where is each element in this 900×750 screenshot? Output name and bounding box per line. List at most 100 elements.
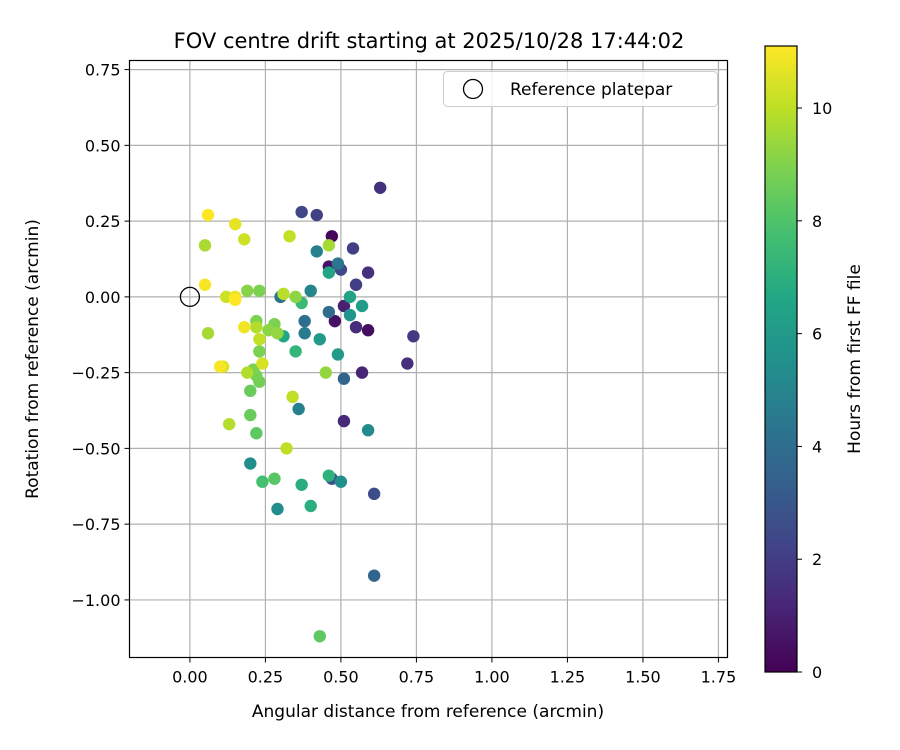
legend: Reference platepar xyxy=(443,71,718,107)
data-point xyxy=(256,475,269,488)
data-point xyxy=(346,242,360,255)
data-point xyxy=(373,181,387,194)
data-point xyxy=(244,457,257,470)
data-point xyxy=(277,287,290,301)
data-points xyxy=(179,181,420,643)
data-point xyxy=(295,478,308,491)
data-point xyxy=(322,469,336,482)
data-point xyxy=(355,299,369,313)
data-point xyxy=(349,320,363,334)
data-point xyxy=(361,424,375,437)
data-point xyxy=(304,499,317,513)
y-tick-label: 0.75 xyxy=(85,61,121,80)
colorbar-tick-label: 10 xyxy=(812,99,832,118)
y-tick-label: 0.00 xyxy=(85,288,121,307)
y-tick-label: −0.25 xyxy=(71,364,120,383)
data-point xyxy=(198,239,212,252)
data-point xyxy=(337,372,351,385)
data-point xyxy=(355,366,369,379)
legend-box xyxy=(443,71,718,107)
axis-ticks: 0.00 0.25 0.50 0.75 1.00 1.25 1.50 1.75 0.75 0.50… xyxy=(71,61,736,687)
data-point xyxy=(256,357,269,370)
data-point xyxy=(292,402,305,416)
data-point xyxy=(310,208,323,222)
data-point xyxy=(334,475,348,488)
chart-title: FOV centre drift starting at 2025/10/28 … xyxy=(174,29,685,53)
data-point xyxy=(241,366,254,379)
data-point xyxy=(295,205,308,219)
colorbar-gradient xyxy=(765,46,797,672)
data-point xyxy=(271,327,284,340)
data-point xyxy=(298,314,311,328)
data-point xyxy=(328,314,342,328)
data-point xyxy=(304,284,317,298)
colorbar-tick-label: 2 xyxy=(812,550,822,569)
data-point xyxy=(268,472,281,485)
x-tick-label: 1.00 xyxy=(474,668,510,687)
data-point xyxy=(331,348,345,361)
data-point xyxy=(198,278,212,291)
data-point xyxy=(244,408,257,422)
data-point xyxy=(289,290,302,304)
data-point xyxy=(322,239,336,252)
y-axis-label: Rotation from reference (arcmin) xyxy=(23,219,43,499)
data-point xyxy=(313,630,326,643)
data-point xyxy=(401,357,414,370)
data-point xyxy=(213,360,227,373)
x-axis-label: Angular distance from reference (arcmin) xyxy=(252,702,604,722)
x-tick-label: 0.25 xyxy=(248,668,284,687)
data-point xyxy=(322,266,336,279)
data-point xyxy=(286,390,299,404)
colorbar: 0 2 4 6 8 10 Hours from first FF file xyxy=(764,45,865,682)
data-point xyxy=(298,327,311,340)
y-tick-label: 0.25 xyxy=(85,212,121,231)
colorbar-tick-label: 0 xyxy=(812,663,822,682)
data-point xyxy=(250,320,263,334)
data-point xyxy=(241,284,254,298)
data-point xyxy=(201,327,215,340)
data-point xyxy=(367,487,381,501)
legend-label: Reference platepar xyxy=(510,80,672,100)
grid-lines xyxy=(129,60,728,658)
data-point xyxy=(238,233,251,246)
y-tick-label: −1.00 xyxy=(71,591,120,610)
colorbar-tick-label: 6 xyxy=(812,325,822,344)
x-tick-label: 0.75 xyxy=(399,668,435,687)
plot-frame xyxy=(128,59,729,659)
data-point xyxy=(250,427,263,440)
x-tick-label: 0.50 xyxy=(323,668,359,687)
data-point xyxy=(253,284,266,298)
data-point xyxy=(322,305,336,319)
y-tick-label: −0.75 xyxy=(71,515,120,534)
data-point xyxy=(310,245,323,258)
data-point xyxy=(289,345,302,358)
data-point xyxy=(313,333,326,346)
x-tick-label: 0.00 xyxy=(172,668,208,687)
data-point xyxy=(229,293,242,307)
y-tick-label: 0.50 xyxy=(85,136,121,155)
colorbar-tick-label: 8 xyxy=(812,212,822,231)
data-point xyxy=(229,217,242,231)
data-point xyxy=(361,324,375,337)
data-point xyxy=(407,330,420,343)
data-point xyxy=(283,230,296,243)
data-point xyxy=(222,417,236,431)
colorbar-tick-label: 4 xyxy=(812,437,822,456)
y-tick-label: −0.50 xyxy=(71,439,120,458)
data-point xyxy=(253,345,266,358)
data-point xyxy=(337,299,351,313)
x-tick-label: 1.75 xyxy=(701,668,737,687)
colorbar-ticks: 0 2 4 6 8 10 xyxy=(797,99,832,682)
data-point xyxy=(253,333,266,346)
data-point xyxy=(367,569,381,582)
legend-marker xyxy=(462,78,484,100)
data-point xyxy=(238,320,251,334)
data-point xyxy=(361,266,375,279)
data-point xyxy=(280,442,293,455)
data-point xyxy=(271,502,284,516)
data-point xyxy=(331,257,345,270)
colorbar-frame xyxy=(764,45,798,673)
data-point xyxy=(337,414,351,428)
x-tick-label: 1.50 xyxy=(625,668,661,687)
data-point xyxy=(343,290,357,304)
